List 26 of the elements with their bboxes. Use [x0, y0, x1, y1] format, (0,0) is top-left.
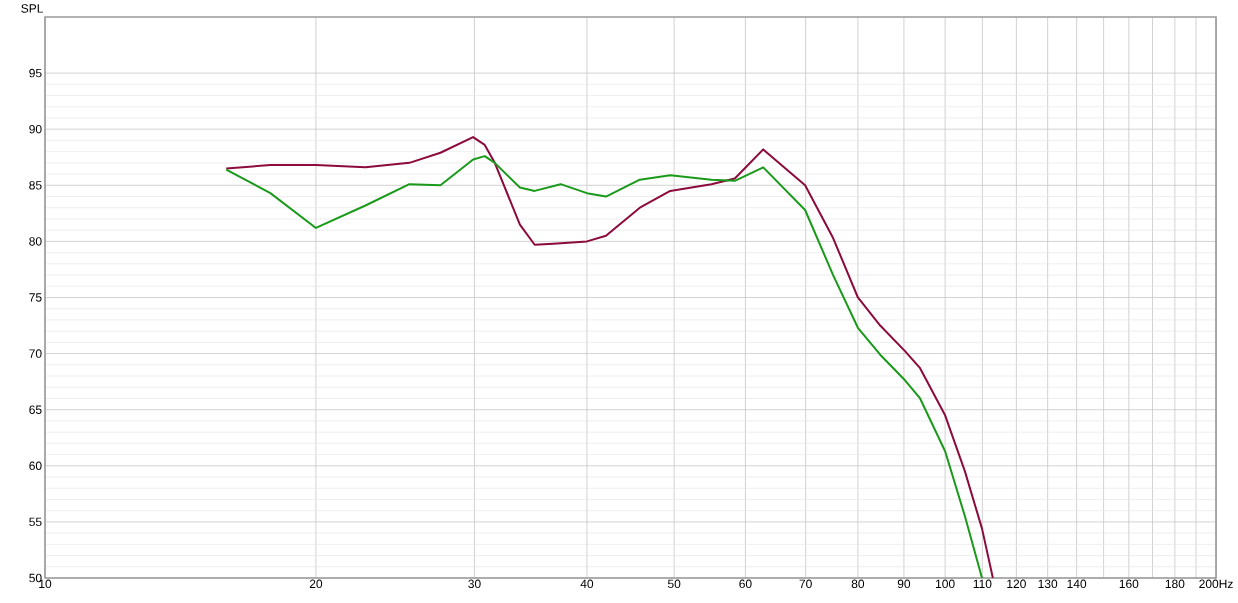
y-tick-label: 70 — [29, 349, 42, 358]
x-tick-label: 180 — [1165, 579, 1185, 589]
y-tick-label: 55 — [29, 517, 42, 527]
x-tick-label: 160 — [1119, 579, 1139, 589]
x-tick-label: 70 — [799, 579, 812, 589]
y-axis-title: SPL — [21, 4, 44, 13]
y-tick-label: 75 — [29, 293, 42, 302]
y-tick-label: 95 — [29, 68, 42, 78]
x-tick-label: 130 — [1038, 579, 1058, 589]
y-tick-label: 60 — [29, 461, 42, 471]
x-tick-label: 60 — [739, 579, 752, 589]
x-tick-label: 200Hz — [1199, 579, 1233, 589]
y-tick-label: 85 — [29, 181, 42, 190]
x-tick-label: 40 — [580, 579, 594, 589]
x-tick-label: 120 — [1007, 579, 1026, 589]
x-tick-label: 100 — [936, 579, 955, 589]
x-tick-label: 140 — [1067, 579, 1087, 589]
x-tick-label: 50 — [667, 579, 681, 589]
x-tick-label: 110 — [973, 579, 992, 589]
x-tick-label: 30 — [468, 579, 481, 589]
y-tick-label: 90 — [29, 124, 42, 134]
x-tick-label: 80 — [851, 579, 865, 589]
x-tick-label: 90 — [897, 579, 911, 589]
y-tick-label: 65 — [29, 405, 42, 414]
y-tick-label: 80 — [29, 237, 42, 246]
x-tick-label: 20 — [309, 579, 323, 589]
